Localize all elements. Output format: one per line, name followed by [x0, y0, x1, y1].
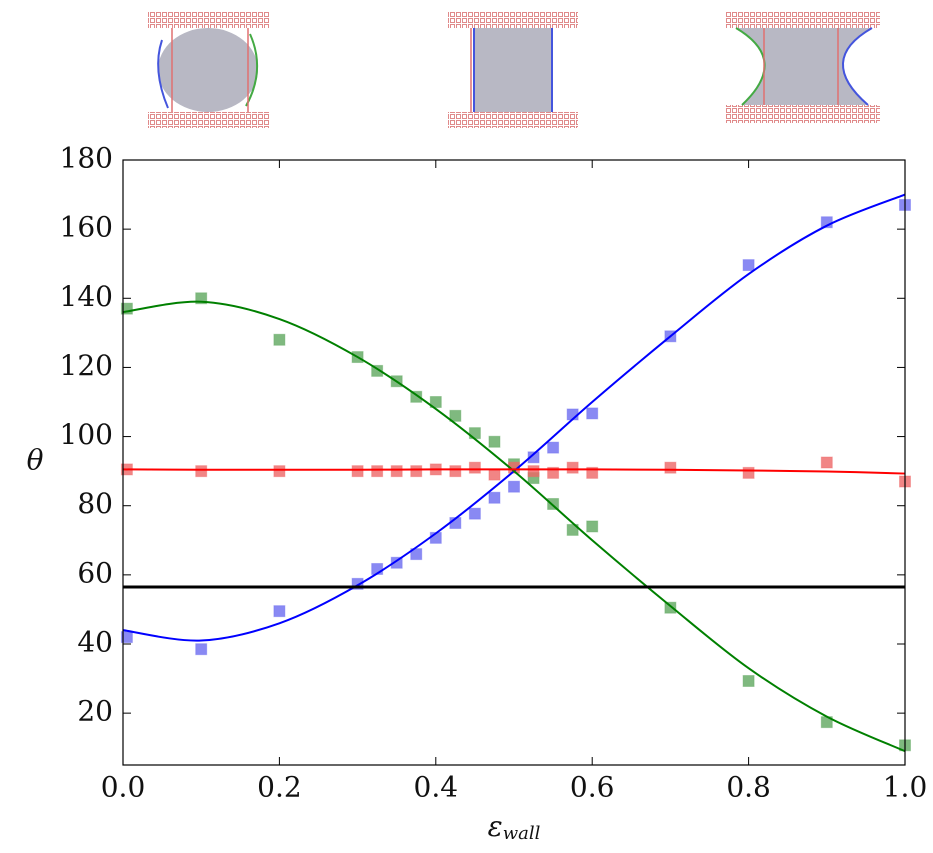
data-point — [820, 456, 833, 469]
data-point — [273, 465, 286, 478]
x-tick-label: 0.8 — [726, 771, 771, 804]
data-point — [371, 364, 384, 377]
data-point — [195, 643, 208, 656]
data-point — [449, 409, 462, 422]
data-point — [664, 461, 677, 474]
data-point — [449, 465, 462, 478]
data-point — [742, 259, 755, 272]
x-tick-label: 0.6 — [570, 771, 615, 804]
data-point — [586, 466, 599, 479]
data-point — [586, 407, 599, 420]
data-point — [429, 396, 442, 408]
data-point — [566, 461, 579, 474]
x-tick-label: 0.4 — [414, 771, 459, 804]
y-tick-label: 60 — [77, 556, 113, 589]
y-tick-label: 80 — [77, 487, 113, 520]
y-tick-label: 20 — [77, 695, 113, 728]
data-point — [547, 466, 560, 479]
data-point — [410, 465, 423, 478]
snapshot-images — [148, 12, 880, 128]
x-axis-symbol: ε — [488, 810, 503, 843]
data-point — [195, 465, 208, 478]
data-point — [664, 601, 677, 614]
x-tick-label: 0.0 — [101, 771, 146, 804]
data-point — [120, 302, 133, 315]
data-point — [390, 556, 403, 569]
y-tick-label: 160 — [60, 211, 113, 244]
data-point — [742, 466, 755, 479]
data-point — [586, 520, 599, 533]
x-tick-label: 1.0 — [883, 771, 928, 804]
data-point — [742, 674, 755, 687]
data-point — [351, 465, 364, 478]
y-tick-label: 40 — [77, 626, 113, 659]
y-tick-label: 100 — [60, 418, 113, 451]
data-point — [351, 577, 364, 590]
fit-line — [122, 468, 906, 475]
fit-line — [122, 193, 906, 642]
fit-line — [122, 300, 906, 753]
data-point — [468, 507, 481, 520]
data-point — [390, 465, 403, 478]
data-point — [527, 451, 540, 464]
x-tick-label: 0.2 — [257, 771, 302, 804]
data-point — [468, 461, 481, 474]
y-tick-label: 140 — [60, 280, 113, 313]
data-point — [527, 465, 540, 478]
data-point — [410, 548, 423, 561]
plot-frame — [122, 159, 906, 766]
y-axis-label: θ — [27, 444, 44, 477]
x-axis-subscript: wall — [503, 823, 541, 844]
data-point — [371, 465, 384, 478]
data-point — [273, 605, 286, 618]
data-point — [488, 468, 501, 481]
y-tick-label: 180 — [60, 142, 113, 175]
y-tick-label: 120 — [60, 349, 113, 382]
data-point — [488, 491, 501, 504]
data-point — [488, 435, 501, 448]
data-point — [195, 292, 208, 305]
x-axis-label: εwall — [488, 810, 541, 845]
data-point — [566, 523, 579, 536]
data-point — [547, 441, 560, 454]
data-point — [547, 497, 560, 510]
data-point — [410, 390, 423, 403]
data-point — [273, 333, 286, 346]
data-point — [508, 480, 520, 493]
